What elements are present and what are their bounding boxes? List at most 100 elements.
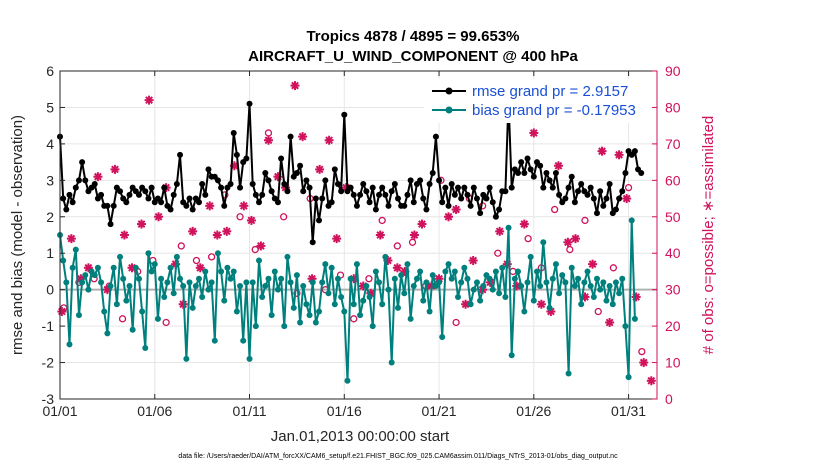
bias-data-point bbox=[281, 323, 288, 330]
bias-data-point bbox=[334, 275, 341, 282]
assimilated-obs-point bbox=[110, 164, 120, 174]
possible-obs-point bbox=[350, 315, 358, 323]
asterisk-stroke bbox=[495, 227, 504, 236]
bias-data-point bbox=[154, 315, 161, 322]
rmse-data-point bbox=[590, 195, 597, 202]
rmse-data-point bbox=[473, 195, 480, 202]
rmse-data-point bbox=[265, 177, 272, 184]
rmse-data-point bbox=[382, 191, 389, 198]
bias-data-point bbox=[581, 279, 588, 286]
bias-data-point bbox=[492, 268, 499, 275]
bias-data-point bbox=[293, 272, 300, 279]
bias-data-point bbox=[502, 293, 509, 300]
rmse-data-point bbox=[379, 184, 386, 191]
bias-data-point bbox=[347, 275, 354, 282]
x-tick-label: 01/31 bbox=[611, 403, 646, 419]
assimilated-obs-point bbox=[136, 219, 146, 229]
rmse-data-point bbox=[148, 184, 155, 191]
bias-data-point bbox=[426, 308, 433, 315]
legend-rmse-label: rmse grand pr = 2.9157 bbox=[472, 83, 628, 100]
bias-data-point bbox=[341, 308, 348, 315]
assimilated-obs-point bbox=[614, 150, 624, 160]
rmse-data-point bbox=[568, 173, 575, 180]
bias-data-point bbox=[388, 359, 395, 366]
bias-data-point bbox=[274, 286, 281, 293]
rmse-data-point bbox=[527, 166, 534, 173]
bias-data-point bbox=[543, 279, 550, 286]
bias-data-point bbox=[549, 275, 556, 282]
asterisk-stroke bbox=[332, 234, 341, 243]
rmse-data-point bbox=[284, 188, 291, 195]
legend-bias-label: bias grand pr = -0.17953 bbox=[472, 102, 636, 119]
bias-data-point bbox=[243, 279, 250, 286]
bias-data-point bbox=[139, 308, 146, 315]
asterisk-stroke bbox=[291, 81, 299, 90]
y2-tick-label: 10 bbox=[665, 355, 681, 371]
rmse-data-point bbox=[451, 191, 458, 198]
assimilated-obs-point bbox=[332, 234, 342, 244]
rmse-data-point bbox=[249, 180, 256, 187]
rmse-data-point bbox=[243, 155, 250, 162]
bias-data-point bbox=[407, 315, 414, 322]
possible-obs-point bbox=[264, 129, 273, 137]
bias-data-point bbox=[477, 297, 484, 304]
bias-data-point bbox=[151, 261, 158, 268]
rmse-data-point bbox=[205, 166, 212, 173]
assimilated-obs-point bbox=[205, 201, 215, 211]
assimilated-obs-point bbox=[195, 263, 205, 273]
asterisk-stroke bbox=[325, 136, 334, 145]
rmse-data-point bbox=[170, 191, 177, 198]
bias-data-point bbox=[597, 286, 604, 293]
rmse-data-point bbox=[631, 148, 638, 155]
bias-data-point bbox=[268, 312, 275, 319]
bias-data-point bbox=[391, 275, 398, 282]
bias-data-point bbox=[173, 253, 180, 260]
rmse-data-point bbox=[455, 184, 462, 191]
asterisk-stroke bbox=[154, 212, 163, 221]
assimilated-obs-point bbox=[536, 299, 546, 309]
asterisk-stroke bbox=[537, 300, 546, 309]
bias-data-point bbox=[72, 246, 79, 253]
rmse-data-point bbox=[331, 166, 338, 173]
bias-data-point bbox=[183, 355, 190, 362]
rmse-data-point bbox=[603, 195, 610, 202]
assimilated-obs-point bbox=[298, 132, 308, 142]
assimilated-obs-point bbox=[409, 230, 419, 240]
y-tick-label: -2 bbox=[42, 355, 55, 371]
bias-data-point bbox=[186, 279, 193, 286]
bias-data-point bbox=[360, 297, 367, 304]
asterisk-stroke bbox=[444, 212, 453, 221]
rmse-data-point bbox=[334, 180, 341, 187]
rmse-data-point bbox=[549, 184, 556, 191]
bias-data-point bbox=[578, 301, 585, 308]
bias-data-point bbox=[208, 279, 215, 286]
assimilated-obs-point bbox=[273, 172, 283, 182]
possible-obs-point bbox=[118, 315, 127, 323]
bias-data-point bbox=[511, 275, 518, 282]
bias-data-point bbox=[129, 326, 136, 333]
bias-data-point bbox=[126, 283, 133, 290]
asterisk-stroke bbox=[257, 242, 265, 250]
rmse-data-point bbox=[432, 133, 439, 140]
y2-tick-label: 40 bbox=[665, 245, 681, 261]
rmse-data-point bbox=[328, 199, 335, 206]
rmse-data-point bbox=[496, 206, 503, 213]
bias-data-point bbox=[612, 279, 619, 286]
bias-data-point bbox=[521, 308, 528, 315]
asterisk-stroke bbox=[605, 318, 614, 327]
asterisk-stroke bbox=[554, 161, 563, 170]
bias-data-point bbox=[401, 290, 408, 297]
asterisk-stroke bbox=[188, 227, 197, 236]
assimilated-obs-point bbox=[631, 292, 641, 302]
rmse-data-point bbox=[221, 202, 228, 209]
bias-data-point bbox=[458, 279, 465, 286]
y-tick-label: 6 bbox=[46, 63, 54, 79]
y2-tick-label: 50 bbox=[665, 209, 681, 225]
possible-obs-point bbox=[236, 213, 244, 221]
bias-data-point bbox=[600, 279, 607, 286]
possible-obs-point bbox=[408, 238, 417, 246]
bias-data-point bbox=[442, 268, 449, 275]
asterisk-stroke bbox=[647, 376, 656, 385]
bias-data-point bbox=[420, 297, 427, 304]
x-axis-ticks: 01/01 01/06 01/11 01/16 01/21 01/26 01/31 bbox=[42, 71, 646, 419]
